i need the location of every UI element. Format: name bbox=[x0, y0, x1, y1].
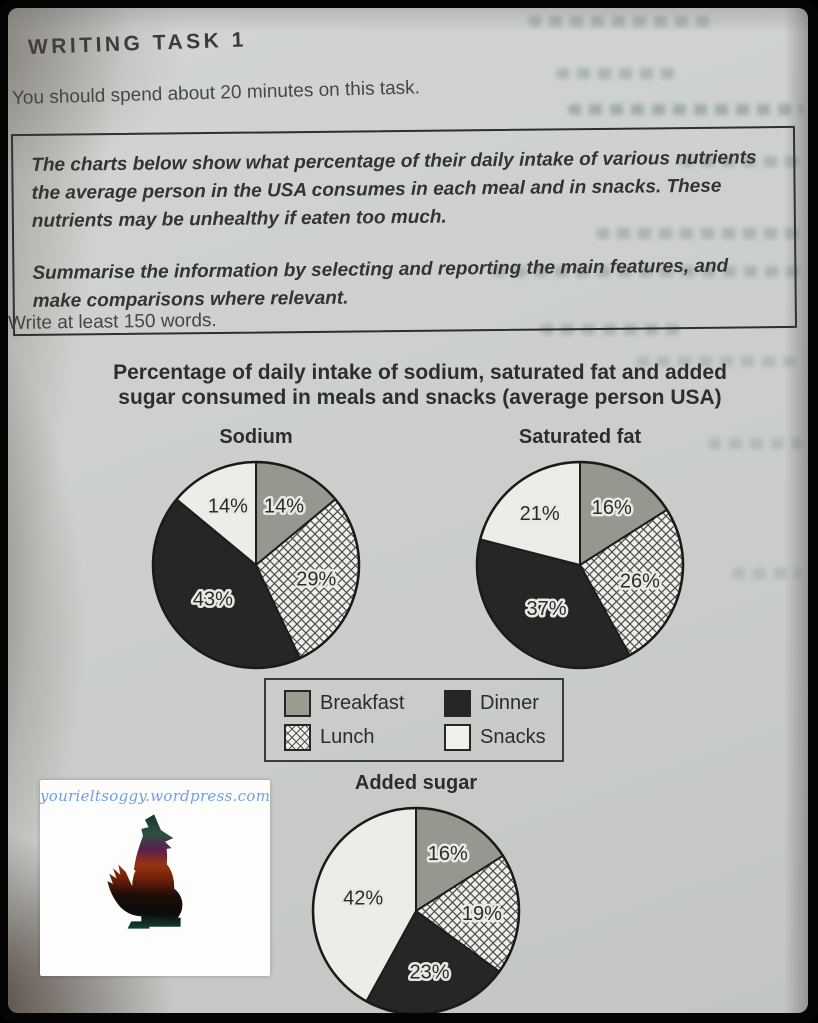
pie-chart-saturated-fat: Saturated fat 16% 26% 37% 21% bbox=[460, 426, 700, 677]
word-count-note: Write at least 150 words. bbox=[8, 310, 217, 334]
slice-label: 14% bbox=[208, 495, 248, 517]
legend-swatch-lunch bbox=[284, 723, 311, 751]
page-title: WRITING TASK 1 bbox=[27, 28, 248, 59]
howling-wolf-icon bbox=[107, 814, 183, 929]
chart-title: Percentage of daily intake of sodium, sa… bbox=[70, 360, 770, 410]
chart-legend: Breakfast Lunch Dinner Snacks bbox=[264, 678, 564, 762]
pie-chart-added-sugar: Added sugar 16% 19% 23% 42% bbox=[296, 772, 536, 1013]
legend-swatch-dinner bbox=[444, 689, 471, 717]
task-prompt-box: The charts below show what percentage of… bbox=[10, 125, 798, 337]
slice-label: 23% bbox=[409, 961, 449, 983]
slice-label: 16% bbox=[428, 843, 468, 865]
bleed-through-artifact bbox=[568, 104, 803, 115]
pie-title-added-sugar: Added sugar bbox=[354, 772, 478, 794]
legend-swatch-breakfast bbox=[284, 689, 311, 717]
watermark-url: yourieltsoggy.wordpress.com bbox=[40, 787, 271, 805]
legend-swatch-snacks bbox=[444, 723, 471, 751]
slice-label: 19% bbox=[462, 903, 502, 925]
task-paragraph-1: The charts below show what percentage of… bbox=[31, 147, 757, 232]
time-instruction: You should spend about 20 minutes on thi… bbox=[11, 77, 421, 109]
slice-label: 21% bbox=[520, 503, 560, 525]
legend-label-lunch: Lunch bbox=[320, 725, 375, 748]
chart-title-line1: Percentage of daily intake of sodium, sa… bbox=[113, 361, 727, 384]
slice-label: 16% bbox=[592, 497, 632, 519]
watermark-logo: yourieltsoggy.wordpress.com bbox=[40, 780, 270, 976]
task-paragraph-2: Summarise the information by selecting a… bbox=[32, 255, 729, 312]
pie-chart-sodium: Sodium 14% 29% 43% 14% bbox=[136, 426, 376, 677]
legend-item-dinner: Dinner bbox=[444, 689, 558, 717]
pie-chart-saturated-fat-svg: 16% 26% 37% 21% bbox=[475, 460, 685, 670]
legend-label-snacks: Snacks bbox=[480, 725, 546, 748]
bleed-through-artifact bbox=[708, 438, 803, 449]
slice-label: 42% bbox=[343, 887, 383, 909]
chart-title-line2: sugar consumed in meals and snacks (aver… bbox=[118, 386, 722, 409]
bleed-through-artifact bbox=[732, 568, 802, 579]
legend-label-breakfast: Breakfast bbox=[320, 691, 405, 714]
slice-label: 29% bbox=[296, 568, 336, 590]
bleed-through-artifact bbox=[556, 68, 676, 79]
legend-label-dinner: Dinner bbox=[480, 691, 539, 714]
slice-label: 43% bbox=[193, 588, 233, 610]
bleed-through-artifact bbox=[528, 16, 718, 27]
worksheet-page: WRITING TASK 1 You should spend about 20… bbox=[8, 8, 808, 1013]
legend-item-snacks: Snacks bbox=[444, 723, 558, 751]
slice-label: 26% bbox=[620, 570, 660, 592]
slice-label: 14% bbox=[264, 495, 304, 517]
pie-title-saturated-fat: Saturated fat bbox=[518, 426, 642, 448]
pie-title-sodium: Sodium bbox=[219, 426, 293, 448]
legend-item-lunch: Lunch bbox=[284, 723, 444, 751]
pie-chart-sodium-svg: 14% 29% 43% 14% bbox=[151, 460, 361, 670]
legend-item-breakfast: Breakfast bbox=[284, 689, 444, 717]
slice-label: 37% bbox=[527, 598, 567, 620]
pie-chart-added-sugar-svg: 16% 19% 23% 42% bbox=[311, 806, 521, 1013]
